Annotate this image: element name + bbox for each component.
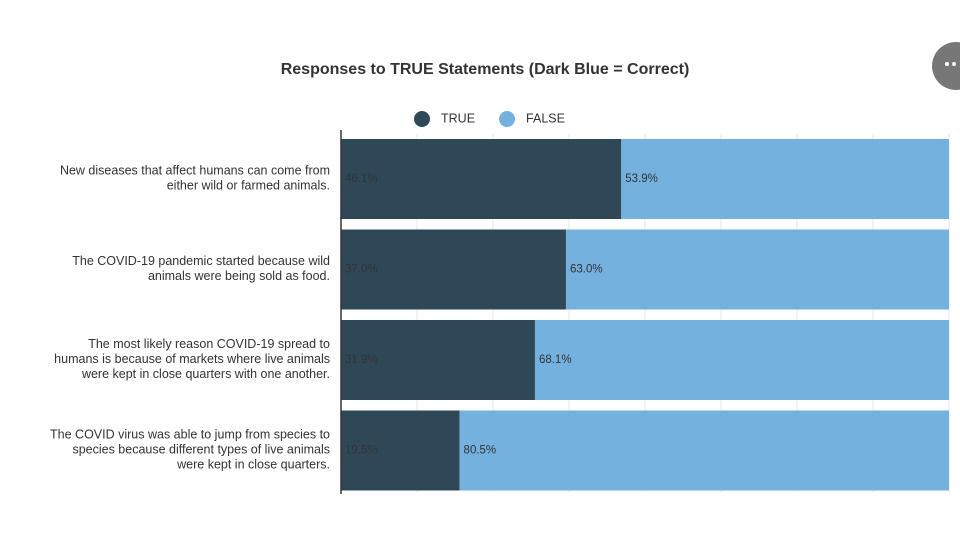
y-tick-label: The COVID-19 pandemic started because wi… — [72, 254, 330, 283]
legend-swatch — [499, 111, 516, 127]
y-tick-label: The COVID virus was able to jump from sp… — [50, 428, 330, 472]
bar-segment — [341, 410, 460, 491]
y-tick-label: The most likely reason COVID-19 spread t… — [54, 337, 330, 381]
legend-label: TRUE — [441, 111, 475, 125]
data-label: 63.0% — [570, 264, 603, 276]
y-tick-label: New diseases that affect humans can come… — [60, 164, 330, 193]
bar-segment — [565, 229, 949, 310]
legend-swatch — [414, 111, 430, 127]
data-label: 80.5% — [464, 445, 497, 457]
overlay-button[interactable] — [932, 42, 960, 90]
data-label: 53.9% — [625, 173, 658, 185]
menu-button[interactable] — [932, 42, 960, 90]
legend-label: FALSE — [526, 111, 565, 125]
menu-dot — [952, 62, 956, 66]
bar-segment — [341, 229, 566, 310]
data-label: 68.1% — [539, 354, 572, 366]
data-label: 19.5% — [345, 445, 378, 457]
chart-title: Responses to TRUE Statements (Dark Blue … — [281, 61, 690, 78]
data-label: 37.0% — [345, 264, 378, 276]
bar-segment — [534, 320, 949, 400]
bar-segment — [459, 410, 949, 491]
data-label: 46.1% — [345, 173, 378, 185]
bar-segment — [621, 139, 949, 219]
menu-dot — [945, 62, 949, 66]
bar-segment — [341, 320, 535, 400]
bar-segment — [341, 139, 622, 219]
data-label: 31.9% — [345, 354, 378, 366]
